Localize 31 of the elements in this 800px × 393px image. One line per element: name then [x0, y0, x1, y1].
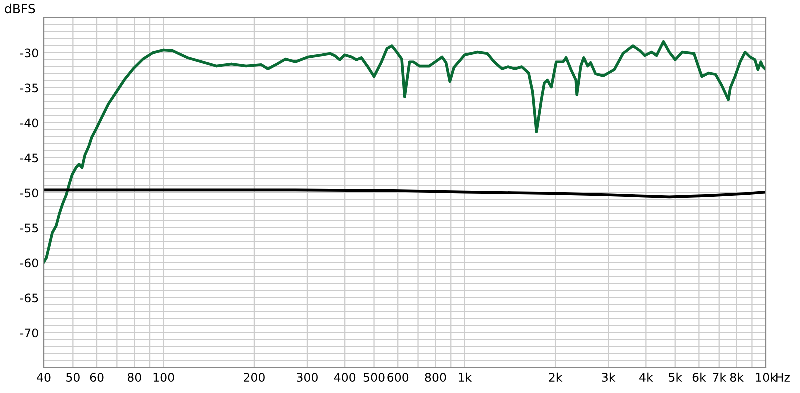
- x-tick-label: 50: [66, 373, 80, 382]
- x-tick-label: 60: [90, 373, 104, 382]
- x-tick-label: 2k: [549, 372, 563, 382]
- x-tick-label: 100: [154, 373, 174, 382]
- y-tick-label: -55: [20, 224, 38, 233]
- x-tick-label: 40: [37, 373, 51, 382]
- x-tick-label: 200: [244, 373, 265, 382]
- x-tick-label: 600: [388, 373, 409, 382]
- y-tick-label: -45: [20, 154, 38, 163]
- y-tick-label: -65: [20, 294, 38, 303]
- y-tick-label: -50: [20, 188, 38, 198]
- x-tick-label: 4k: [640, 372, 654, 382]
- y-tick-label: -40: [20, 118, 38, 128]
- y-tick-label: -30: [20, 48, 38, 58]
- y-tick-label: -60: [20, 258, 38, 268]
- x-tick-label: 6k: [692, 372, 706, 382]
- x-tick-label: 1k: [459, 372, 472, 382]
- x-tick-label: 800: [425, 373, 446, 382]
- x-tick-label: 500: [364, 373, 385, 382]
- y-axis-title: dBFS: [5, 4, 36, 14]
- x-tick-label: 300: [297, 373, 318, 382]
- x-tick-label: 8k: [730, 372, 744, 382]
- x-axis-title: Hz: [776, 373, 790, 382]
- x-tick-label: 80: [128, 373, 142, 382]
- y-tick-label: -35: [20, 84, 38, 93]
- x-tick-label: 3k: [602, 372, 616, 382]
- x-tick-label: 10k: [756, 372, 777, 382]
- x-tick-label: 400: [334, 373, 356, 382]
- y-tick-label: -70: [20, 328, 38, 338]
- x-tick-label: 7k: [713, 372, 726, 382]
- x-tick-label: 5k: [669, 372, 683, 382]
